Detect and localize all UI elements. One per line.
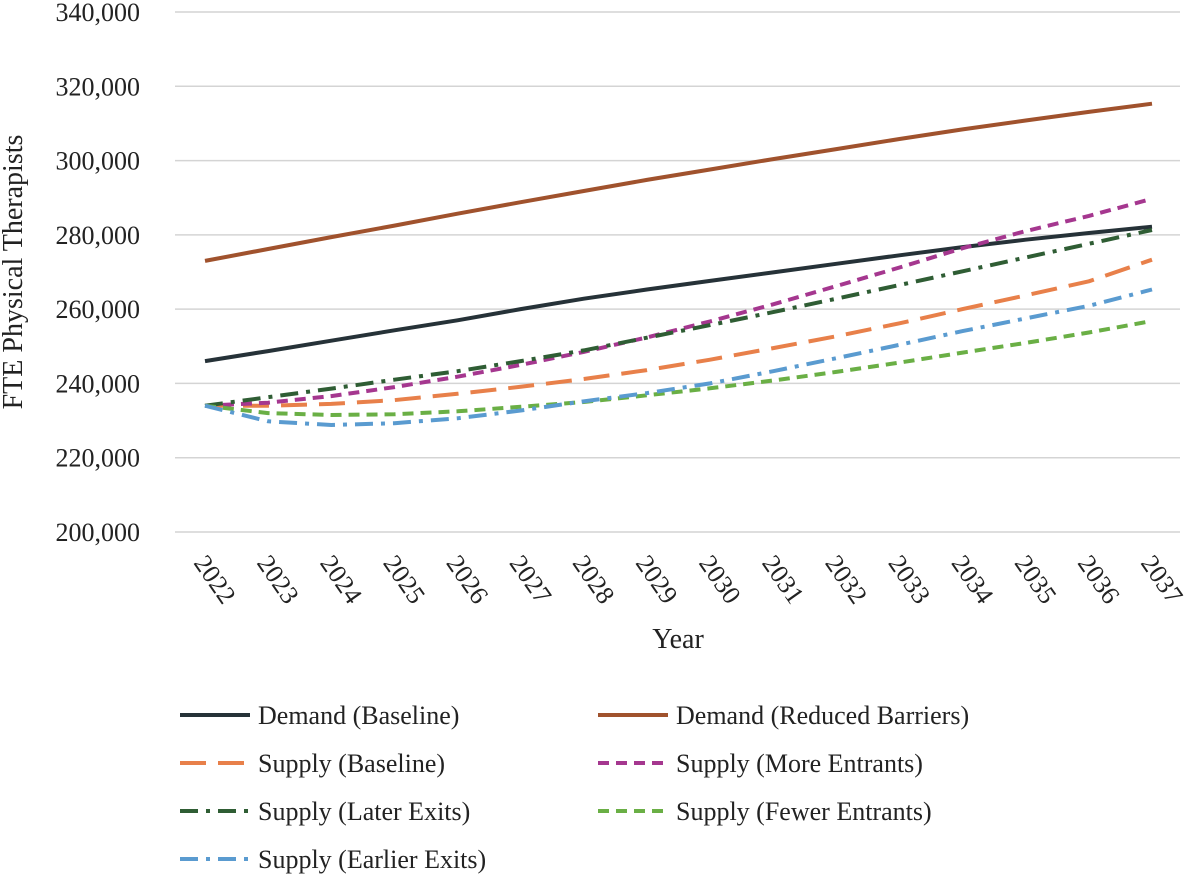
- legend-label: Supply (Earlier Exits): [258, 845, 486, 874]
- series-line: [204, 101, 1153, 263]
- x-tick-label: 2022: [188, 550, 242, 609]
- x-axis-ticks: 2022 2023 2024 2025 2026 2027 2028 2029 2030 2031…: [188, 550, 1189, 609]
- x-tick-label: 2036: [1072, 550, 1126, 609]
- y-axis-ticks: 200,000 220,000 240,000 260,000 280,000 300,0…: [56, 0, 141, 547]
- y-tick-label: 300,000: [56, 147, 141, 176]
- x-tick-label: 2027: [504, 550, 558, 609]
- x-tick-label: 2025: [377, 550, 431, 609]
- legend-label: Supply (Baseline): [258, 749, 445, 778]
- x-tick-label: 2035: [1009, 550, 1063, 609]
- y-tick-label: 260,000: [56, 295, 141, 324]
- legend: Demand (Baseline) Demand (Reduced Barrier…: [180, 701, 969, 874]
- y-tick-label: 220,000: [56, 444, 141, 473]
- x-axis-title: Year: [652, 624, 704, 655]
- series-line: [205, 257, 1153, 408]
- series-line: [204, 224, 1153, 364]
- x-tick-label: 2037: [1135, 550, 1189, 609]
- x-tick-label: 2034: [946, 550, 1000, 609]
- y-tick-label: 340,000: [56, 0, 141, 27]
- legend-label: Supply (More Entrants): [676, 749, 923, 778]
- legend-label: Supply (Fewer Entrants): [676, 797, 932, 826]
- x-tick-label: 2032: [819, 550, 873, 609]
- series-line: [204, 196, 1153, 408]
- x-tick-label: 2024: [314, 550, 368, 609]
- gridlines: [175, 11, 1180, 533]
- x-tick-label: 2030: [693, 550, 747, 609]
- legend-label: Demand (Reduced Barriers): [676, 701, 969, 730]
- series-line: [204, 287, 1153, 427]
- x-tick-label: 2031: [756, 550, 810, 609]
- y-tick-label: 200,000: [56, 518, 141, 547]
- x-tick-label: 2033: [883, 550, 937, 609]
- x-tick-label: 2028: [567, 550, 621, 609]
- y-tick-label: 320,000: [56, 72, 141, 101]
- x-tick-label: 2023: [251, 550, 305, 609]
- series-lines: [204, 101, 1153, 427]
- legend-label: Demand (Baseline): [258, 701, 459, 730]
- y-tick-label: 280,000: [56, 221, 141, 250]
- series-line: [204, 319, 1153, 417]
- legend-label: Supply (Later Exits): [258, 797, 470, 826]
- series-line: [204, 228, 1153, 408]
- y-tick-label: 240,000: [56, 369, 141, 398]
- x-tick-label: 2026: [441, 550, 495, 609]
- y-axis-title: FTE Physical Therapists: [0, 135, 29, 410]
- x-tick-label: 2029: [630, 550, 684, 609]
